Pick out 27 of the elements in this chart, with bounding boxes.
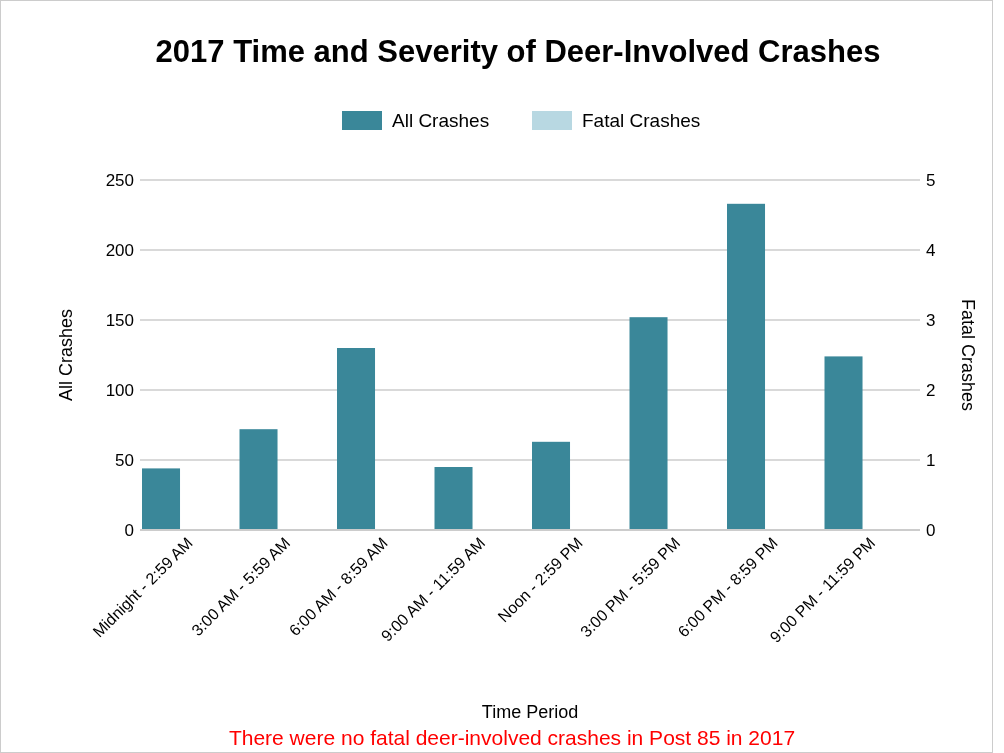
y-tick-label: 200	[105, 241, 134, 260]
y2-tick-label: 1	[926, 451, 936, 470]
y2-tick-label: 4	[926, 241, 936, 260]
x-axis-title: Time Period	[481, 702, 579, 722]
y-axis-title: All Crashes	[56, 308, 76, 402]
y-tick-label: 0	[124, 521, 134, 540]
bar	[239, 429, 278, 530]
bar	[142, 468, 181, 530]
text: There were no fatal deer-involved crashes in Post 85 in 2017	[228, 726, 796, 749]
bar	[629, 317, 668, 530]
bar	[727, 203, 766, 530]
y-tick-label: 250	[105, 171, 134, 190]
legend-label: Fatal Crashes	[582, 110, 701, 131]
y-tick-label: 100	[105, 381, 134, 400]
y-tick-label: 50	[115, 451, 134, 470]
y2-axis-title: Fatal Crashes	[958, 298, 978, 412]
y2-tick-label: 0	[926, 521, 936, 540]
y2-tick-label: 2	[926, 381, 936, 400]
bar	[434, 467, 473, 530]
y2-tick-label: 5	[926, 171, 936, 190]
chart-title: 2017 Time and Severity of Deer-Involved Crashes	[155, 34, 881, 69]
bar	[532, 441, 571, 530]
y-tick-label: 150	[105, 311, 134, 330]
y2-tick-label: 3	[926, 311, 936, 330]
bar	[824, 356, 863, 530]
bar	[337, 348, 376, 530]
legend-label: All Crashes	[392, 110, 490, 131]
